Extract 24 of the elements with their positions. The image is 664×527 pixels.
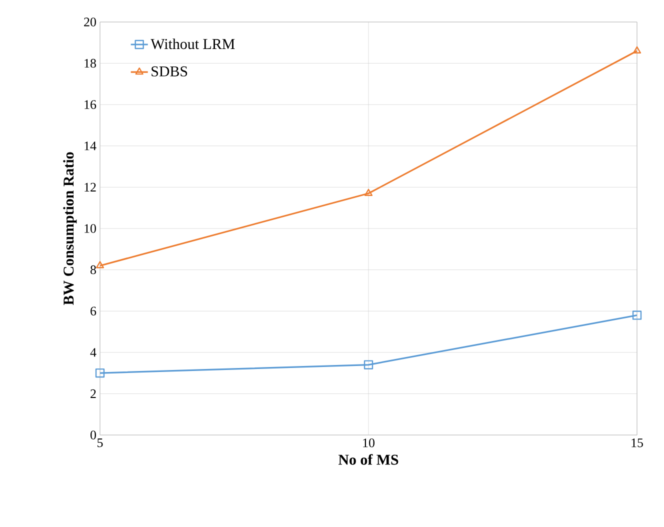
y-tick-label: 8 (90, 265, 96, 274)
y-tick-label: 2 (90, 389, 96, 398)
y-tick-label: 18 (84, 58, 96, 68)
y-tick-label: 6 (90, 306, 96, 316)
x-axis-title: No of MS (338, 454, 398, 465)
x-tick-label: 5 (98, 438, 103, 448)
legend-label: SDBS (152, 66, 188, 76)
point (95, 368, 105, 378)
y-tick-label: 4 (90, 348, 96, 357)
y-axis-title: BW Consumption Ratio (63, 152, 77, 306)
y-tick-label: 16 (84, 100, 96, 109)
y-tick-label: 12 (84, 182, 96, 192)
legend-label: Without LRM (150, 38, 235, 50)
x-tick-label: 10 (363, 438, 374, 448)
y-tick-label: 14 (84, 142, 96, 150)
x-tick-label: 15 (632, 438, 643, 448)
point (364, 188, 373, 196)
y-tick-label: 0 (90, 430, 96, 440)
y-tick-label: 10 (84, 224, 96, 233)
point (632, 310, 642, 320)
y-tick-label: 20 (84, 18, 96, 26)
point (364, 360, 374, 370)
point (632, 46, 642, 54)
point (96, 261, 104, 268)
